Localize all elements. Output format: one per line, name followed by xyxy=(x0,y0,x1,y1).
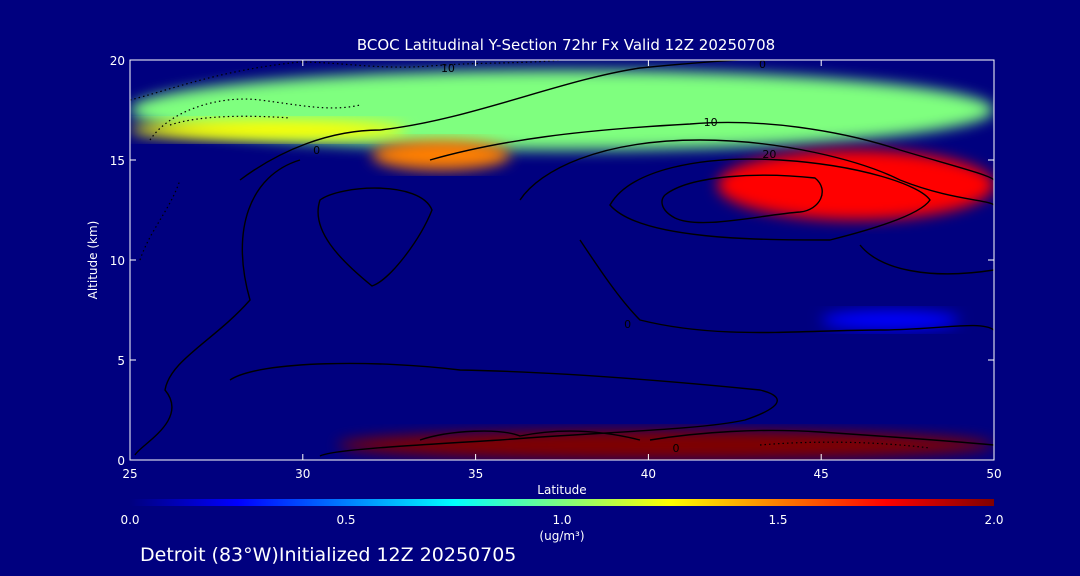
y-axis: 0 5 10 15 20 xyxy=(110,54,994,468)
footer-location: Detroit (83°W)Initialized 12Z 20250705 xyxy=(140,544,516,566)
contour-label: 0 xyxy=(624,318,631,331)
contour-line xyxy=(317,187,433,287)
colorbar-units: (ug/m³) xyxy=(539,529,584,543)
contour-label: 0 xyxy=(313,144,320,157)
x-tick-label: 45 xyxy=(814,467,829,481)
field-feature-mid-level-47N xyxy=(821,310,960,330)
contour-line xyxy=(149,98,361,141)
contour-lines-dotted xyxy=(130,60,931,449)
contour-line xyxy=(519,139,994,206)
colorbar-strip xyxy=(130,499,994,506)
y-tick-label: 15 xyxy=(110,154,125,168)
y-axis-label: Altitude (km) xyxy=(86,221,100,300)
contour-line xyxy=(609,158,931,241)
contour-line xyxy=(661,174,823,224)
x-tick-label: 35 xyxy=(468,467,483,481)
y-tick-label: 0 xyxy=(117,454,125,468)
contour-line xyxy=(649,429,994,446)
field-feature-boundary-layer xyxy=(337,430,994,460)
colorbar-ticks: 0.0 0.5 1.0 1.5 2.0 xyxy=(120,513,1003,527)
colorbar-tick-label: 1.5 xyxy=(768,513,787,527)
x-tick-label: 30 xyxy=(295,467,310,481)
x-axis: 25 30 35 40 45 50 xyxy=(122,60,1002,481)
colorbar-tick-label: 0.5 xyxy=(336,513,355,527)
x-tick-label: 25 xyxy=(122,467,137,481)
contour-line xyxy=(579,239,994,334)
y-tick-label: 10 xyxy=(110,254,125,268)
contour-line xyxy=(139,179,181,261)
contour-line xyxy=(229,362,778,457)
colorbar: 0.0 0.5 1.0 1.5 2.0 (ug/m³) xyxy=(120,499,1004,543)
x-tick-label: 50 xyxy=(986,467,1001,481)
contour-label: 0 xyxy=(673,442,680,455)
contour-label: 20 xyxy=(762,148,776,161)
x-tick-label: 40 xyxy=(641,467,656,481)
contour-line xyxy=(419,430,641,441)
contour-labels: 10 0 10 20 0 0 0 xyxy=(313,58,776,455)
contour-line xyxy=(429,121,994,181)
colorbar-tick-label: 1.0 xyxy=(552,513,571,527)
contour-label: 0 xyxy=(759,58,766,71)
field-feature-plume-45N xyxy=(717,150,994,220)
contour-line xyxy=(130,60,561,101)
contour-label: 10 xyxy=(704,116,718,129)
contour-line xyxy=(239,60,754,181)
chart-title: BCOC Latitudinal Y-Section 72hr Fx Valid… xyxy=(357,36,775,54)
contour-lines xyxy=(134,60,994,457)
field-feature-plume-34N xyxy=(371,140,511,170)
concentration-field xyxy=(130,70,994,460)
plot-area xyxy=(130,60,994,460)
contour-line xyxy=(859,244,994,275)
x-axis-label: Latitude xyxy=(537,483,586,497)
colorbar-tick-label: 2.0 xyxy=(984,513,1003,527)
y-tick-label: 5 xyxy=(117,354,125,368)
contour-line xyxy=(134,159,301,456)
y-tick-label: 20 xyxy=(110,54,125,68)
colorbar-tick-label: 0.0 xyxy=(120,513,139,527)
contour-label: 10 xyxy=(441,62,455,75)
